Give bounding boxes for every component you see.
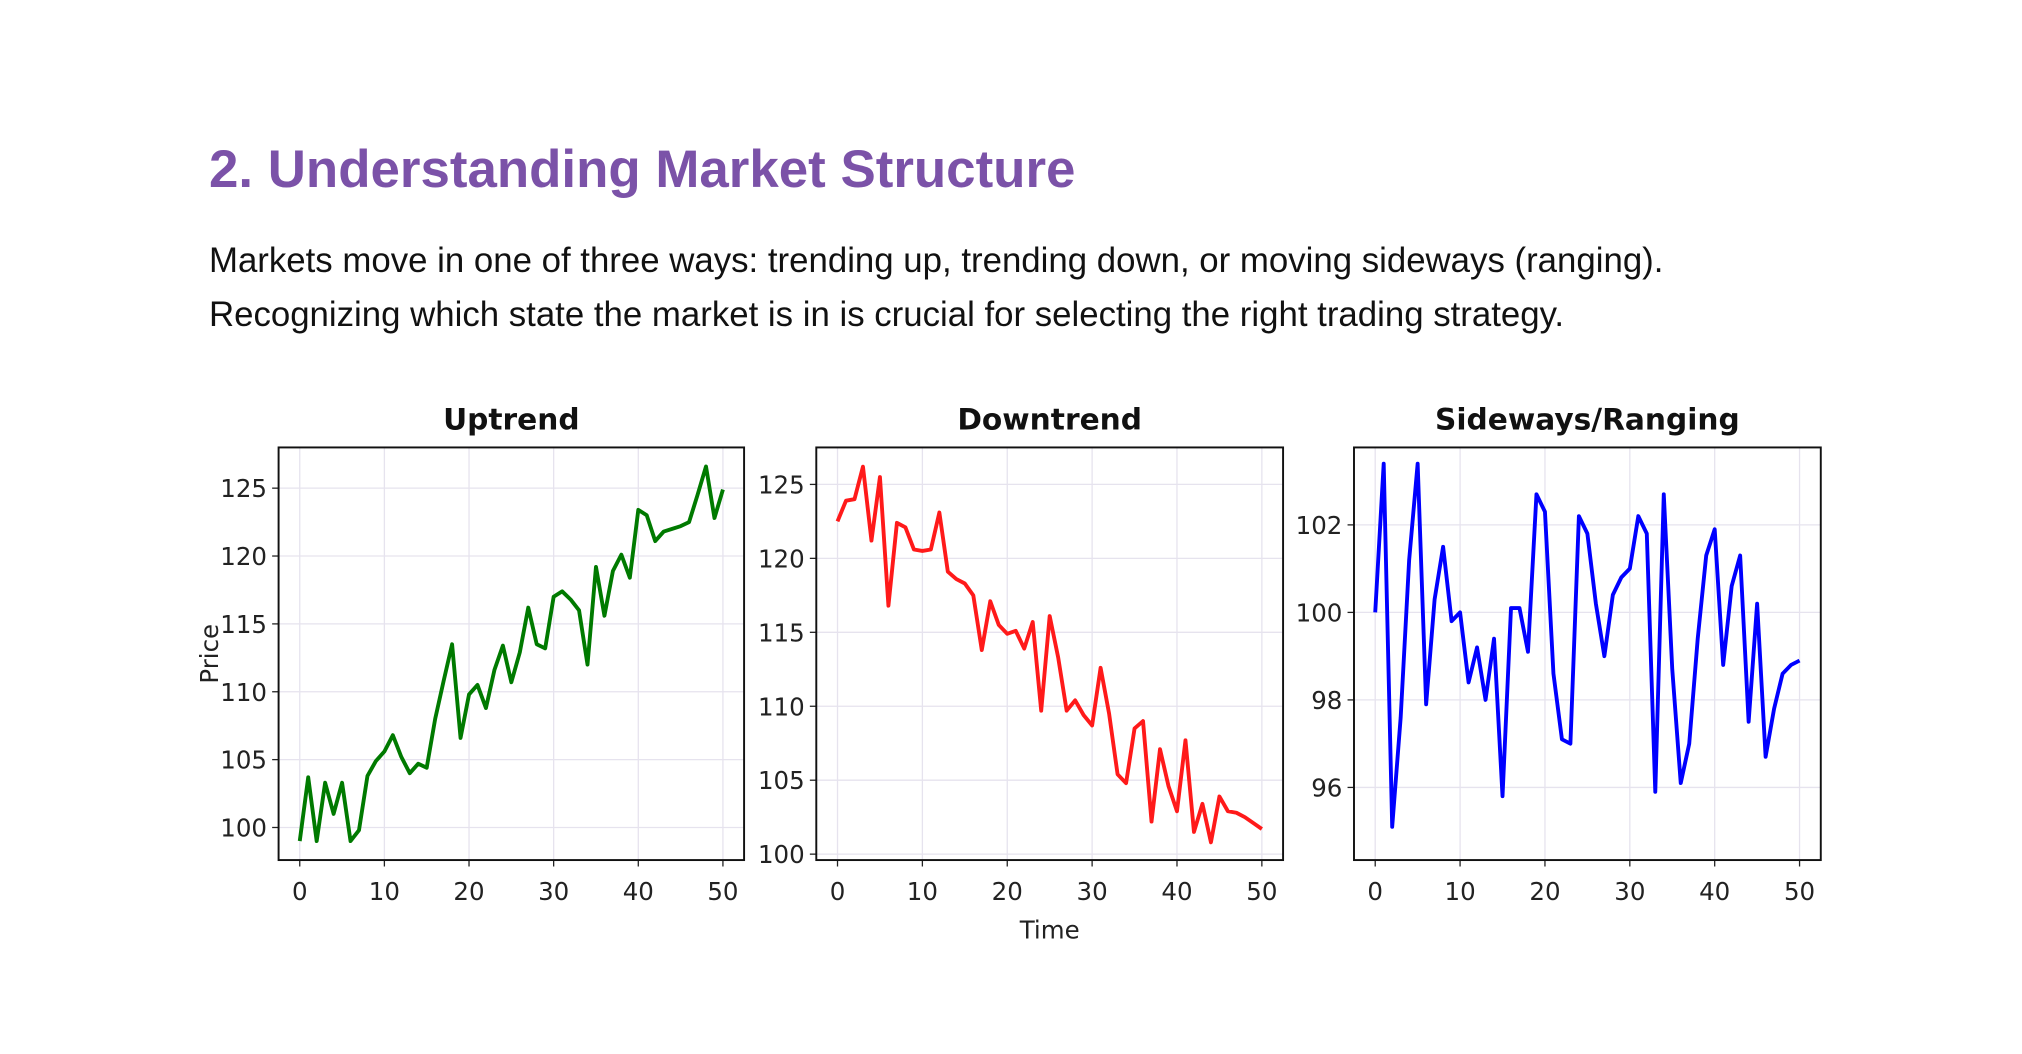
y-tick-label: 110 [758, 692, 805, 721]
x-tick-label: 20 [1529, 877, 1560, 906]
chart-title: Sideways/Ranging [1435, 401, 1740, 436]
y-tick-label: 105 [220, 746, 267, 775]
y-tick-label: 115 [220, 610, 267, 639]
x-tick-label: 10 [907, 877, 938, 906]
x-tick-label: 0 [1367, 877, 1383, 906]
paragraph-line: Markets move in one of three ways: trend… [209, 241, 1663, 280]
y-tick-label: 98 [1311, 686, 1342, 715]
x-tick-label: 40 [1699, 877, 1730, 906]
line-series [1373, 461, 1801, 829]
y-tick-label: 125 [758, 470, 805, 499]
x-tick-label: 20 [992, 877, 1023, 906]
plot-frame [277, 446, 746, 862]
y-tick-label: 100 [1296, 598, 1343, 627]
y-tick-label: 120 [758, 544, 805, 573]
x-axis-label: Time [1019, 916, 1080, 945]
x-tick-label: 0 [292, 877, 308, 906]
plot-frame [1353, 446, 1822, 862]
y-tick-label: 105 [758, 766, 805, 795]
x-tick-label: 30 [1077, 877, 1108, 906]
x-tick-label: 0 [830, 877, 846, 906]
chart-title: Uptrend [443, 401, 579, 436]
chart: Downtrend 100 105 110 115 120 125 0 10 20 30 40 50 Ti… [758, 401, 1285, 945]
y-tick-label: 125 [220, 474, 267, 503]
heading: 2. Understanding Market Structure [209, 140, 1075, 199]
y-axis-label: Price [195, 624, 224, 684]
x-tick-label: 50 [1246, 877, 1277, 906]
y-tick-label: 100 [758, 840, 805, 869]
y-tick-label: 96 [1311, 773, 1342, 802]
line-series [835, 464, 1263, 845]
chart: Uptrend 100 105 110 115 120 125 0 10 20 30 40 50 Pric… [195, 401, 746, 906]
line-series [297, 464, 725, 843]
x-tick-label: 30 [538, 877, 569, 906]
y-tick-label: 110 [220, 678, 267, 707]
x-tick-label: 40 [1161, 877, 1192, 906]
y-tick-label: 115 [758, 618, 805, 647]
y-tick-label: 102 [1296, 511, 1343, 540]
chart-title: Downtrend [957, 401, 1142, 436]
x-tick-label: 10 [1445, 877, 1476, 906]
x-tick-label: 10 [369, 877, 400, 906]
x-tick-label: 50 [707, 877, 738, 906]
y-tick-label: 100 [220, 814, 267, 843]
x-tick-label: 50 [1784, 877, 1815, 906]
x-tick-label: 40 [623, 877, 654, 906]
x-tick-label: 20 [453, 877, 484, 906]
y-tick-label: 120 [220, 542, 267, 571]
x-tick-label: 30 [1614, 877, 1645, 906]
paragraph-line: Recognizing which state the market is in… [209, 295, 1564, 334]
plot-frame [815, 446, 1285, 862]
